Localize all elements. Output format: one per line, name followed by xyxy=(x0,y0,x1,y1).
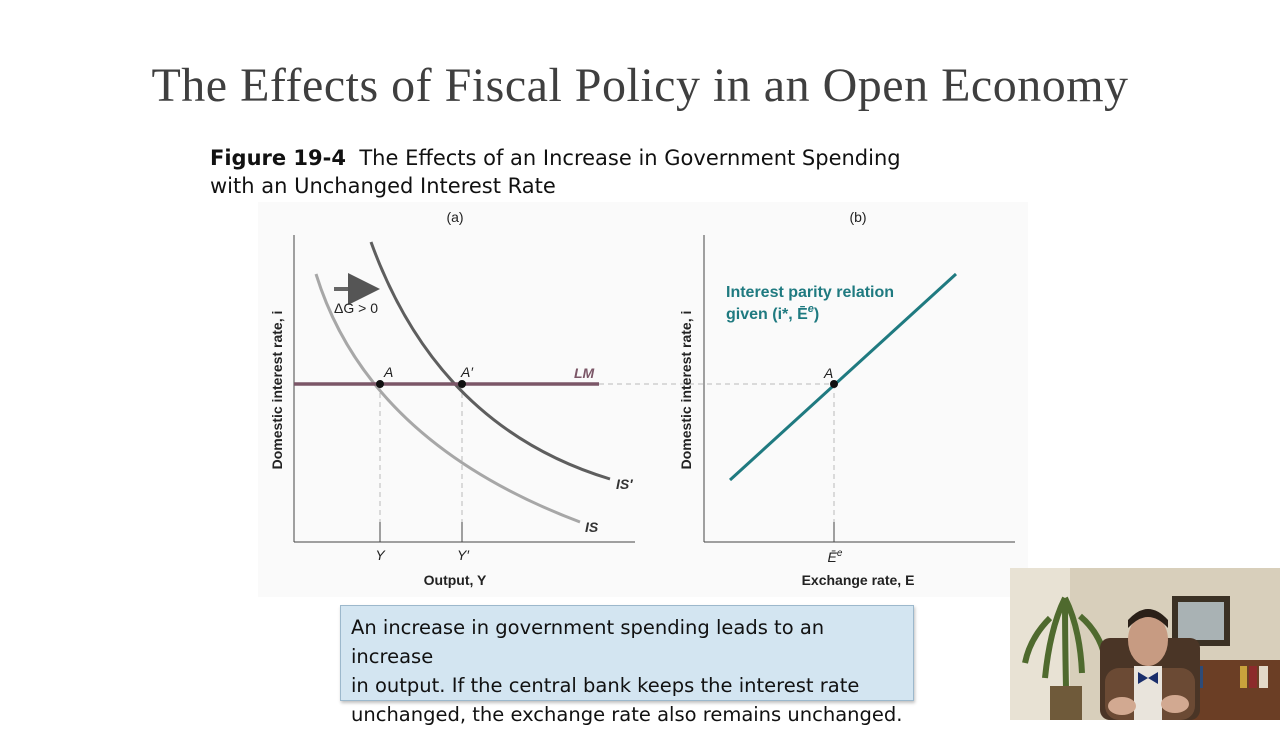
panel-a-label: (a) xyxy=(446,209,463,225)
panel-a-xlabel: Output, Y xyxy=(424,572,487,588)
slide-title: The Effects of Fiscal Policy in an Open … xyxy=(151,59,1129,112)
tick-label-y: Y xyxy=(375,547,386,563)
tick-label-e: Ēe xyxy=(828,548,843,565)
figure-number: Figure 19-4 xyxy=(210,146,346,170)
panel-b-label: (b) xyxy=(849,209,866,225)
tick-label-e-base: Ē xyxy=(828,549,838,565)
explanation-note: An increase in government spending leads… xyxy=(340,605,914,726)
panel-b-ylabel: Domestic interest rate, i xyxy=(678,311,694,470)
interest-parity-line xyxy=(728,272,958,482)
is-label: IS xyxy=(585,519,599,535)
parity-label-line2: given (i*, Ēe) xyxy=(726,303,819,323)
parity-label-line2-sup: e xyxy=(808,303,814,315)
figure-caption: Figure 19-4 The Effects of an Increase i… xyxy=(210,144,1070,200)
figure-caption-line2: with an Unchanged Interest Rate xyxy=(210,174,556,198)
presenter-video-icon xyxy=(1010,568,1280,720)
point-a xyxy=(376,380,384,388)
note-line2: in output. If the central bank keeps the… xyxy=(351,674,860,697)
is-lm-diagram: (a) (b) Domestic interest rate, i Output… xyxy=(269,209,1015,588)
note-line3: unchanged, the exchange rate also remain… xyxy=(351,703,903,726)
parity-label-line2-end: ) xyxy=(814,306,819,323)
presenter-webcam xyxy=(1010,568,1280,720)
figure-caption-line1: The Effects of an Increase in Government… xyxy=(359,146,901,170)
panel-b-xlabel: Exchange rate, E xyxy=(802,572,915,588)
note-line1: An increase in government spending leads… xyxy=(351,616,825,668)
is-curve xyxy=(314,273,581,524)
shift-label: ΔG > 0 xyxy=(334,300,378,316)
point-b-a-label: A xyxy=(823,365,833,381)
point-b-a xyxy=(830,380,838,388)
point-a-label: A xyxy=(383,364,393,380)
tick-label-y-prime: Y′ xyxy=(457,547,470,563)
point-a-prime xyxy=(458,380,466,388)
figure-panel-area: (a) (b) Domestic interest rate, i Output… xyxy=(258,202,1028,597)
tick-label-e-sup: e xyxy=(837,548,843,559)
is-prime-label: IS′ xyxy=(616,476,633,492)
lm-label: LM xyxy=(574,365,595,381)
parity-label-line2-main: given (i*, Ē xyxy=(726,304,808,323)
panel-a-ylabel: Domestic interest rate, i xyxy=(269,311,285,470)
parity-label-line1: Interest parity relation xyxy=(726,284,894,301)
is-prime-curve xyxy=(369,241,611,481)
point-a-prime-label: A′ xyxy=(460,364,474,380)
